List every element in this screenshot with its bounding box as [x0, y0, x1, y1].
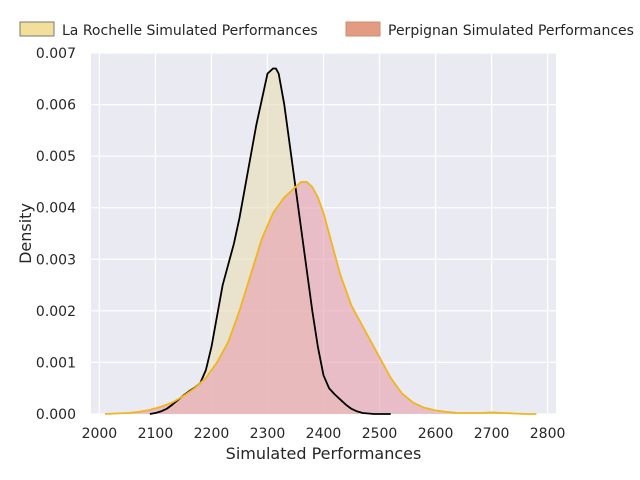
y-tick-label: 0.004 [36, 201, 76, 217]
series-layer [104, 67, 537, 415]
x-tick-label: 2000 [82, 426, 118, 442]
x-tick-label: 2400 [306, 426, 342, 442]
y-tick-label: 0.000 [36, 407, 76, 423]
y-axis-title: Density [16, 203, 35, 264]
density-area-perpignan-simulated-performances [105, 181, 537, 414]
y-tick-label: 0.002 [36, 304, 76, 320]
density-line-perpignan-simulated-performances [104, 181, 537, 415]
legend-swatch-perpignan [345, 21, 381, 37]
y-tick-label: 0.001 [36, 355, 76, 371]
x-tick-label: 2600 [418, 426, 454, 442]
tick-labels: 2000 2100 2200 2300 2400 2500 2600 2700 2800 0.00… [36, 46, 566, 442]
legend-label-perpignan: Perpignan Simulated Performances [388, 23, 634, 39]
x-tick-label: 2100 [138, 426, 174, 442]
x-tick-label: 2200 [194, 426, 230, 442]
y-tick-label: 0.005 [36, 149, 76, 165]
legend-label-la-rochelle: La Rochelle Simulated Performances [62, 23, 318, 39]
x-tick-label: 2800 [530, 426, 566, 442]
x-axis-title: Simulated Performances [226, 444, 422, 463]
legend: La Rochelle Simulated Performances Perpi… [19, 21, 634, 39]
y-tick-label: 0.006 [36, 98, 76, 114]
legend-swatch-la-rochelle [19, 21, 55, 37]
x-tick-label: 2700 [474, 426, 510, 442]
x-tick-label: 2500 [362, 426, 398, 442]
y-tick-label: 0.007 [36, 46, 76, 62]
x-tick-label: 2300 [250, 426, 286, 442]
y-tick-label: 0.003 [36, 252, 76, 268]
